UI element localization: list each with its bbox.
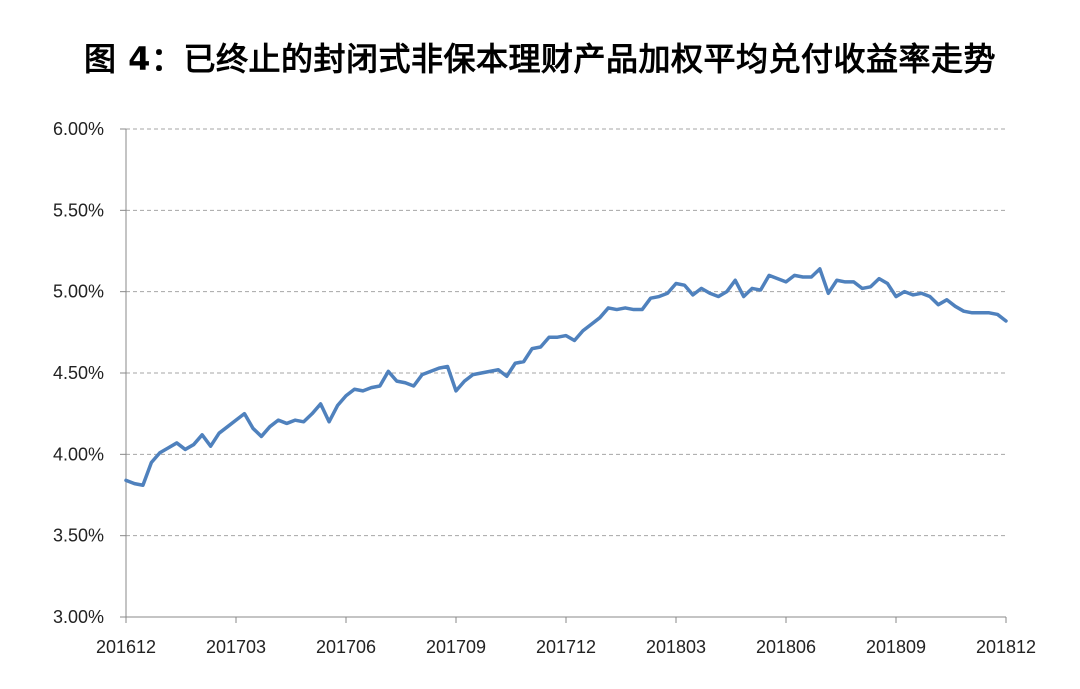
x-tick-label: 201809 (866, 637, 926, 657)
axes (125, 129, 1006, 618)
x-tick-label: 201709 (426, 637, 486, 657)
y-tick-label: 6.00% (53, 119, 104, 139)
y-tick-label: 5.00% (53, 282, 104, 302)
x-tick-label: 201812 (976, 637, 1036, 657)
y-tick-label: 3.00% (53, 607, 104, 627)
x-axis-ticks: 201612 201703 201706 201709 201712 201803 2018… (96, 617, 1036, 657)
series-line (124, 267, 1008, 487)
y-tick-label: 4.00% (53, 444, 104, 464)
x-tick-label: 201703 (206, 637, 266, 657)
gridlines (126, 128, 1006, 537)
x-tick-label: 201806 (756, 637, 816, 657)
x-tick-label: 201612 (96, 637, 156, 657)
x-tick-label: 201706 (316, 637, 376, 657)
x-tick-label: 201803 (646, 637, 706, 657)
x-tick-label: 201712 (536, 637, 596, 657)
y-tick-label: 4.50% (53, 363, 104, 383)
series-group (124, 267, 1008, 487)
y-axis-ticks: 3.00% 3.50% 4.00% 4.50% 5.00% 5.50% 6.00% (53, 119, 126, 627)
chart-title: 图 4：已终止的封闭式非保本理财产品加权平均兑付收益率走势 (84, 40, 996, 78)
y-tick-label: 5.50% (53, 200, 104, 220)
y-tick-label: 3.50% (53, 526, 104, 546)
